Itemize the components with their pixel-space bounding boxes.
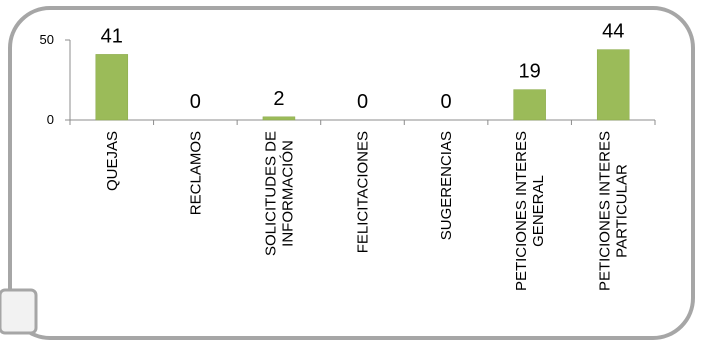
category-label: SUGERENCIAS [438,131,455,240]
y-tick-label: 50 [40,32,54,47]
category-label: QUEJAS [104,131,121,191]
category-label-line: FELICITACIONES [355,131,372,253]
bars [95,49,630,121]
data-label: 19 [519,61,541,83]
corner-tab[interactable] [0,288,38,335]
plot-area: 0 50 41 0 2 0 0 19 44 QUEJAS RECLAMOS SOLICITUDES… [40,21,656,291]
category-label: SOLICITUDES DE INFORMACIÓN [262,131,296,256]
category-label-line: RECLAMOS [187,131,204,215]
category-label-line: QUEJAS [104,131,121,191]
category-label-line: SOLICITUDES DE [262,131,279,256]
data-labels: 41 0 2 0 0 19 44 [101,21,625,113]
data-label: 41 [101,25,123,47]
data-label: 0 [441,91,452,113]
category-label-line: SUGERENCIAS [438,131,455,240]
y-ticks: 0 50 [40,32,70,127]
category-label-line: INFORMACIÓN [279,140,296,247]
bar [513,89,546,121]
category-label: PETICIONES INTERES GENERAL [513,131,547,291]
data-label: 0 [190,91,201,113]
category-label: PETICIONES INTERES PARTICULAR [597,131,631,291]
category-label-line: PETICIONES INTERES [513,131,530,291]
y-tick-label: 0 [47,112,54,127]
category-labels: QUEJAS RECLAMOS SOLICITUDES DE INFORMACIÓN F… [104,131,631,291]
category-label-line: PARTICULAR [614,164,631,258]
data-label: 0 [357,91,368,113]
category-label-line: PETICIONES INTERES [597,131,614,291]
data-label: 44 [602,21,624,43]
category-label-line: GENERAL [530,175,547,247]
category-label: FELICITACIONES [355,131,372,253]
bar [262,116,296,121]
bar [95,54,129,121]
x-ticks [69,120,656,125]
category-label: RECLAMOS [187,131,204,215]
data-label: 2 [273,88,284,110]
bar [596,49,630,121]
